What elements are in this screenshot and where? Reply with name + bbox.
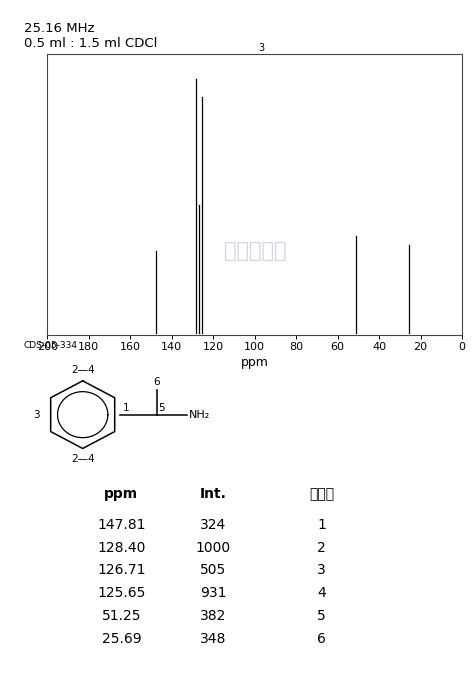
Text: 2—4: 2—4 (71, 454, 94, 464)
Text: 6: 6 (153, 376, 160, 387)
X-axis label: ppm: ppm (241, 356, 269, 369)
Text: 标记碳: 标记碳 (309, 487, 334, 501)
Text: 931: 931 (200, 586, 227, 600)
Text: 5: 5 (158, 403, 164, 414)
Text: 3: 3 (258, 43, 264, 53)
Text: ppm: ppm (104, 487, 138, 501)
Text: CDS-05-334: CDS-05-334 (24, 341, 78, 349)
Text: 3: 3 (33, 410, 40, 420)
Text: 25.16 MHz: 25.16 MHz (24, 22, 94, 35)
Text: 物竟数据库: 物竟数据库 (224, 241, 286, 261)
Text: 0.5 ml : 1.5 ml CDCl: 0.5 ml : 1.5 ml CDCl (24, 37, 157, 50)
Text: 1: 1 (317, 518, 326, 532)
Text: 2—4: 2—4 (71, 366, 94, 375)
Text: 2: 2 (317, 540, 326, 554)
Text: 147.81: 147.81 (97, 518, 146, 532)
Text: 5: 5 (317, 609, 326, 623)
Text: 125.65: 125.65 (97, 586, 146, 600)
Text: 348: 348 (200, 632, 226, 646)
Text: 1000: 1000 (196, 540, 231, 554)
Text: 324: 324 (200, 518, 226, 532)
Text: 1: 1 (123, 403, 129, 413)
Text: 128.40: 128.40 (97, 540, 146, 554)
Text: 51.25: 51.25 (101, 609, 141, 623)
Text: Int.: Int. (200, 487, 227, 501)
Text: 25.69: 25.69 (101, 632, 141, 646)
Text: 126.71: 126.71 (97, 563, 146, 577)
Text: 505: 505 (200, 563, 226, 577)
Text: 6: 6 (317, 632, 326, 646)
Text: 3: 3 (317, 563, 326, 577)
Text: 382: 382 (200, 609, 226, 623)
Text: 4: 4 (317, 586, 326, 600)
Text: NH₂: NH₂ (189, 410, 210, 420)
